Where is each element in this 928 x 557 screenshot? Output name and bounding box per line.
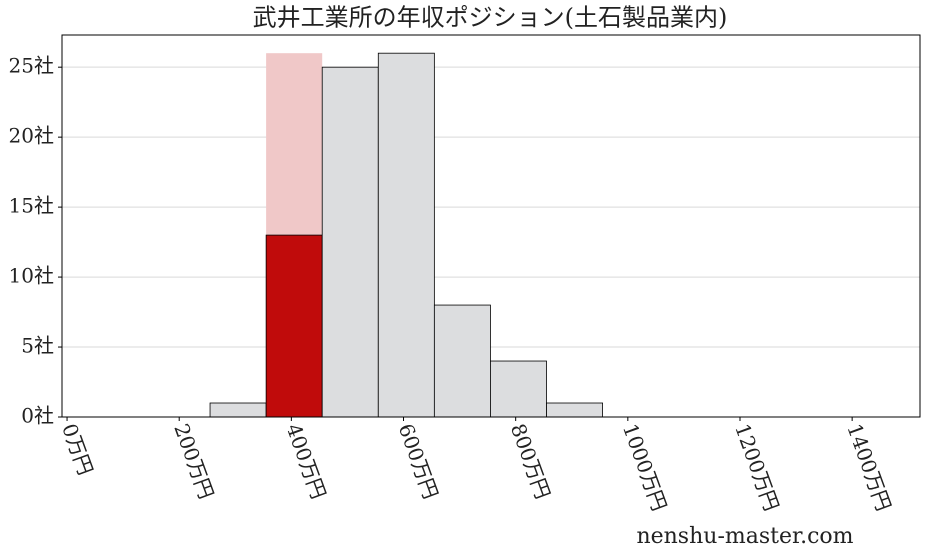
x-tick-label: 1000万円: [618, 420, 672, 514]
y-tick-label: 20社: [9, 124, 54, 148]
highlight-bar: [265, 234, 323, 418]
y-tick-label: 15社: [9, 194, 54, 218]
bar: [209, 402, 267, 418]
bar: [321, 66, 379, 418]
x-tick-label: 0万円: [57, 420, 98, 478]
bar: [490, 360, 547, 418]
x-tick-label: 1200万円: [730, 420, 784, 514]
bar: [546, 402, 603, 418]
bar: [377, 52, 435, 418]
x-tick-label: 400万円: [281, 420, 330, 502]
x-tick-label: 600万円: [394, 420, 443, 502]
y-tick-label: 10社: [9, 264, 54, 288]
y-tick-label: 25社: [9, 54, 54, 78]
bar: [433, 304, 491, 418]
x-tick-label: 1400万円: [842, 420, 896, 514]
y-tick-label: 0社: [21, 404, 54, 428]
watermark: nenshu-master.com: [636, 524, 853, 549]
y-tick-label: 5社: [21, 334, 54, 358]
x-tick-label: 800万円: [506, 420, 555, 502]
plot-frame: [61, 34, 921, 418]
chart-title: 武井工業所の年収ポジション(土石製品業内): [253, 4, 728, 32]
x-tick-label: 200万円: [169, 420, 218, 502]
